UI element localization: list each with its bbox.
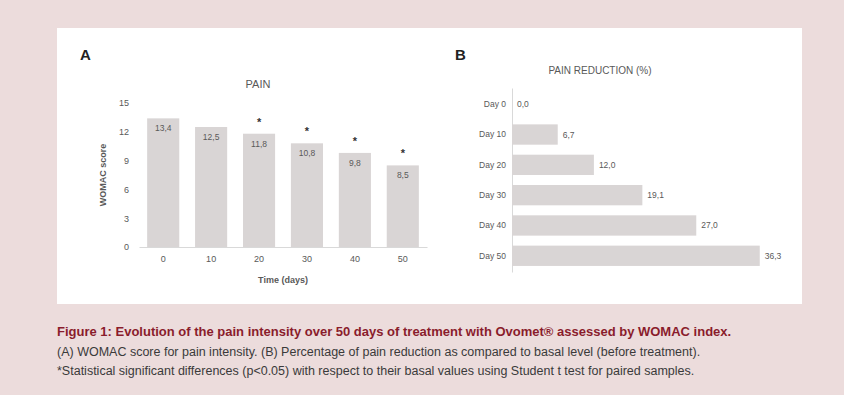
x-tick: 20 bbox=[254, 247, 264, 264]
bar bbox=[243, 134, 275, 247]
significance-marker: * bbox=[257, 116, 262, 128]
x-tick-label: 10 bbox=[206, 254, 216, 264]
chart-title: PAIN bbox=[246, 78, 271, 90]
data-label: 11,8 bbox=[251, 139, 267, 149]
data-label: 0,0 bbox=[517, 99, 529, 109]
data-label: 27,0 bbox=[701, 220, 718, 230]
significance-marker: * bbox=[353, 135, 358, 147]
y-tick-label: 9 bbox=[124, 156, 129, 166]
bars bbox=[512, 124, 760, 266]
bar bbox=[147, 118, 179, 247]
caption-title: Figure 1: Evolution of the pain intensit… bbox=[57, 324, 731, 339]
data-label: 10,8 bbox=[299, 148, 316, 158]
y-tick: 6 bbox=[124, 185, 139, 195]
bar bbox=[512, 185, 642, 205]
y-tick: 12 bbox=[119, 127, 139, 137]
data-label: 8,5 bbox=[397, 170, 409, 180]
x-tick-label: 0 bbox=[161, 254, 166, 264]
y-tick: Day 40 bbox=[479, 220, 512, 230]
x-axis-line bbox=[140, 247, 428, 248]
background bbox=[0, 0, 844, 395]
y-axis-title: WOMAC score bbox=[98, 144, 108, 207]
data-label: 9,8 bbox=[349, 158, 361, 168]
figure: A PAIN 0 3 6 9 12 15 0 10 20 30 40 50 WOMAC score Time … bbox=[0, 0, 844, 395]
y-axis: 0 3 6 9 12 15 bbox=[119, 98, 140, 252]
y-tick-label: Day 0 bbox=[484, 99, 506, 109]
data-label: 6,7 bbox=[563, 130, 575, 140]
panel bbox=[57, 28, 802, 304]
y-tick: Day 50 bbox=[479, 251, 512, 261]
data-label: 13,4 bbox=[155, 123, 172, 133]
panel-label: B bbox=[455, 46, 466, 63]
bar bbox=[195, 127, 227, 247]
significance-marker: * bbox=[305, 125, 310, 137]
x-tick-label: 30 bbox=[302, 254, 312, 264]
y-tick: 9 bbox=[124, 156, 139, 166]
data-label: 36,3 bbox=[765, 251, 782, 261]
y-tick-label: 0 bbox=[124, 242, 129, 252]
y-tick: Day 10 bbox=[479, 129, 512, 139]
data-label: 19,1 bbox=[647, 190, 664, 200]
chart: BPAIN REDUCTION (%)Day 0Day 10Day 20Day … bbox=[455, 46, 782, 273]
y-axis: Day 0 Day 10 Day 20 Day 30 Day 40 Day 50 bbox=[479, 89, 512, 273]
chart-title: PAIN REDUCTION (%) bbox=[548, 65, 651, 76]
y-tick-label: 3 bbox=[124, 214, 129, 224]
x-tick-label: 40 bbox=[350, 254, 360, 264]
caption-line: *Statistical significant differences (p<… bbox=[57, 364, 694, 378]
y-tick: 0 bbox=[124, 242, 139, 252]
x-tick: 50 bbox=[398, 247, 408, 264]
x-tick: 30 bbox=[302, 247, 312, 264]
y-tick-label: Day 20 bbox=[479, 160, 506, 170]
y-tick-label: 12 bbox=[119, 127, 129, 137]
y-tick-label: 15 bbox=[119, 98, 129, 108]
bar bbox=[512, 155, 594, 175]
x-tick: 10 bbox=[206, 247, 216, 264]
y-tick-label: Day 40 bbox=[479, 220, 506, 230]
data-label: 12,5 bbox=[203, 132, 220, 142]
panel-label: A bbox=[80, 46, 91, 63]
data-label: 12,0 bbox=[599, 160, 616, 170]
bar bbox=[291, 143, 323, 247]
bar bbox=[512, 246, 760, 266]
y-tick: Day 20 bbox=[479, 160, 512, 170]
y-tick-label: Day 50 bbox=[479, 251, 506, 261]
x-axis: 0 10 20 30 40 50 bbox=[140, 247, 428, 264]
x-tick-label: 20 bbox=[254, 254, 264, 264]
x-tick-label: 50 bbox=[398, 254, 408, 264]
y-tick: Day 30 bbox=[479, 190, 512, 200]
significance-marker: * bbox=[401, 147, 406, 159]
x-tick: 40 bbox=[350, 247, 360, 264]
caption-line: (A) WOMAC score for pain intensity. (B) … bbox=[57, 345, 700, 359]
y-tick-label: Day 10 bbox=[479, 129, 506, 139]
bar bbox=[512, 215, 696, 235]
chart: A PAIN 0 3 6 9 12 15 0 10 20 30 40 50 WOMAC score Time … bbox=[80, 46, 428, 285]
y-axis-line bbox=[139, 104, 140, 248]
x-tick: 0 bbox=[161, 247, 166, 264]
bar bbox=[512, 124, 558, 144]
y-tick: Day 0 bbox=[484, 99, 512, 109]
bars bbox=[147, 118, 419, 247]
bar bbox=[387, 165, 419, 247]
x-axis-title: Time (days) bbox=[258, 275, 308, 285]
bar bbox=[512, 94, 513, 114]
bar bbox=[339, 153, 371, 247]
y-tick: 15 bbox=[119, 98, 139, 108]
y-tick-label: 6 bbox=[124, 185, 129, 195]
y-axis-line bbox=[512, 89, 513, 273]
y-tick: 3 bbox=[124, 214, 139, 224]
y-tick-label: Day 30 bbox=[479, 190, 506, 200]
